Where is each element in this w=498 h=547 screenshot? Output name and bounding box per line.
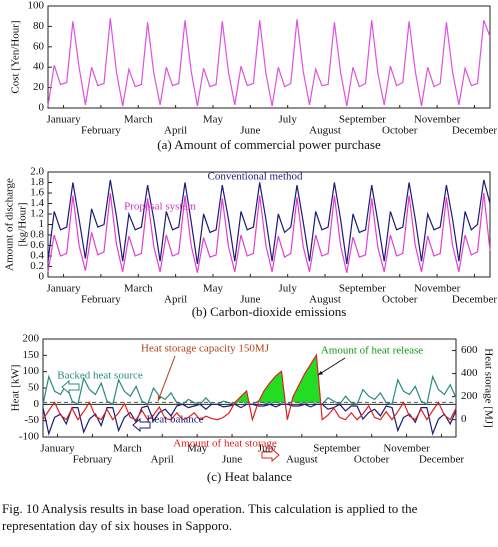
- x-tick-label: January: [46, 114, 81, 126]
- y-tick-label: 100: [28, 0, 45, 12]
- x-tick-label: April: [164, 125, 187, 137]
- series-line: [42, 403, 457, 436]
- y-tick-label: 200: [23, 333, 40, 345]
- y-tick-label: 0.4: [30, 250, 44, 262]
- annotation: Proposal system: [124, 201, 196, 213]
- x-tick-label: August: [309, 125, 341, 137]
- x-tick-label: May: [203, 283, 224, 295]
- series-line: [47, 18, 491, 107]
- x-tick-label: December: [452, 125, 498, 137]
- annotation: Heat balance: [146, 414, 203, 426]
- heat-release-area: [54, 355, 439, 403]
- y-tick-label: 50: [28, 382, 40, 394]
- chart-caption: (c) Heat balance: [207, 469, 292, 484]
- x-tick-label: April: [151, 454, 174, 466]
- y-tick-label: 1.6: [30, 187, 44, 199]
- y2-axis-label: Heat storage [MJ]: [482, 348, 494, 427]
- x-tick-label: August: [286, 454, 318, 466]
- x-tick-label: March: [124, 283, 153, 295]
- figure: 020406080100JanuaryFebruaryMarchAprilMay…: [4, 0, 498, 484]
- x-tick-label: September: [339, 114, 386, 126]
- x-tick-label: March: [124, 114, 153, 126]
- block-arrow: [61, 379, 80, 395]
- x-tick-label: March: [113, 443, 142, 455]
- annotation: Heat storage capacity 150MJ: [141, 343, 270, 355]
- x-tick-label: December: [452, 294, 498, 306]
- y-axis-label: Cost [Yen/Hour]: [10, 20, 22, 93]
- x-tick-label: May: [187, 443, 208, 455]
- y-tick-label: 100: [23, 365, 40, 377]
- arrow: [157, 355, 176, 402]
- block-arrow: [132, 417, 151, 433]
- y-tick-label: 2.0: [30, 166, 44, 178]
- x-tick-label: October: [354, 454, 390, 466]
- y-tick-label: 40: [33, 61, 45, 73]
- x-tick-label: January: [46, 283, 81, 295]
- x-tick-label: February: [81, 125, 121, 137]
- x-tick-label: October: [382, 125, 418, 137]
- chart-caption: (b) Carbon-dioxide emissions: [192, 304, 347, 319]
- y2-tick-label: 600: [461, 344, 478, 356]
- y-tick-label: 0: [39, 271, 45, 283]
- arrow: [317, 357, 346, 376]
- series-line: [47, 179, 491, 264]
- y-tick-label: 0.6: [30, 239, 44, 251]
- y-tick-label: 1: [39, 218, 45, 230]
- x-tick-label: June: [222, 454, 242, 466]
- x-tick-label: May: [203, 114, 224, 126]
- annotation: Backed heat source: [57, 370, 143, 382]
- x-tick-label: December: [419, 454, 465, 466]
- y-tick-label: 150: [23, 349, 40, 361]
- series-line: [42, 353, 457, 423]
- y-tick-label: -100: [19, 431, 40, 443]
- x-tick-label: September: [313, 443, 360, 455]
- x-tick-label: April: [164, 294, 187, 306]
- y2-tick-label: 200: [461, 390, 478, 402]
- chart-caption: (a) Amount of commercial power purchase: [157, 137, 381, 152]
- series-line: [47, 192, 491, 273]
- y-tick-label: 0.8: [30, 229, 44, 241]
- arrow-head: [318, 370, 323, 375]
- x-tick-label: June: [240, 125, 260, 137]
- y-axis-label: Heat [kW]: [10, 365, 22, 412]
- x-tick-label: June: [240, 294, 260, 306]
- y-tick-label: 0.2: [30, 260, 44, 272]
- x-tick-label: February: [73, 454, 113, 466]
- x-tick-label: November: [414, 114, 461, 126]
- y-tick-label: 1.2: [30, 208, 44, 220]
- annotation: Conventional method: [207, 171, 303, 183]
- arrow-head: [157, 396, 162, 401]
- annotation: Amount of heat release: [321, 345, 423, 357]
- y2-tick-label: 400: [461, 367, 478, 379]
- y2-tick-label: 0: [461, 413, 467, 425]
- y-tick-label: 80: [33, 20, 45, 32]
- x-tick-label: November: [383, 443, 430, 455]
- annotation: Amount of heat storage: [173, 438, 277, 450]
- x-tick-label: January: [40, 443, 75, 455]
- y-tick-label: 60: [33, 40, 45, 52]
- plot-frame: [47, 5, 491, 109]
- x-tick-label: February: [81, 294, 121, 306]
- y-tick-label: 1.4: [30, 197, 44, 209]
- y-axis-label: Amount of discharge: [4, 178, 16, 271]
- x-tick-label: September: [339, 283, 386, 295]
- x-tick-label: November: [414, 283, 461, 295]
- y-tick-label: 20: [33, 81, 45, 93]
- y-tick-label: 0: [39, 102, 45, 114]
- x-tick-label: October: [382, 294, 418, 306]
- x-tick-label: July: [279, 114, 298, 126]
- block-arrow: [261, 447, 280, 463]
- x-tick-label: August: [309, 294, 341, 306]
- y-tick-label: 0: [34, 398, 40, 410]
- figure-caption: Fig. 10 Analysis results in base load op…: [2, 501, 418, 533]
- y-axis-label: [kg/Hour]: [17, 203, 29, 247]
- y-tick-label: -50: [24, 414, 39, 426]
- x-tick-label: July: [279, 283, 298, 295]
- y-tick-label: 1.8: [30, 176, 44, 188]
